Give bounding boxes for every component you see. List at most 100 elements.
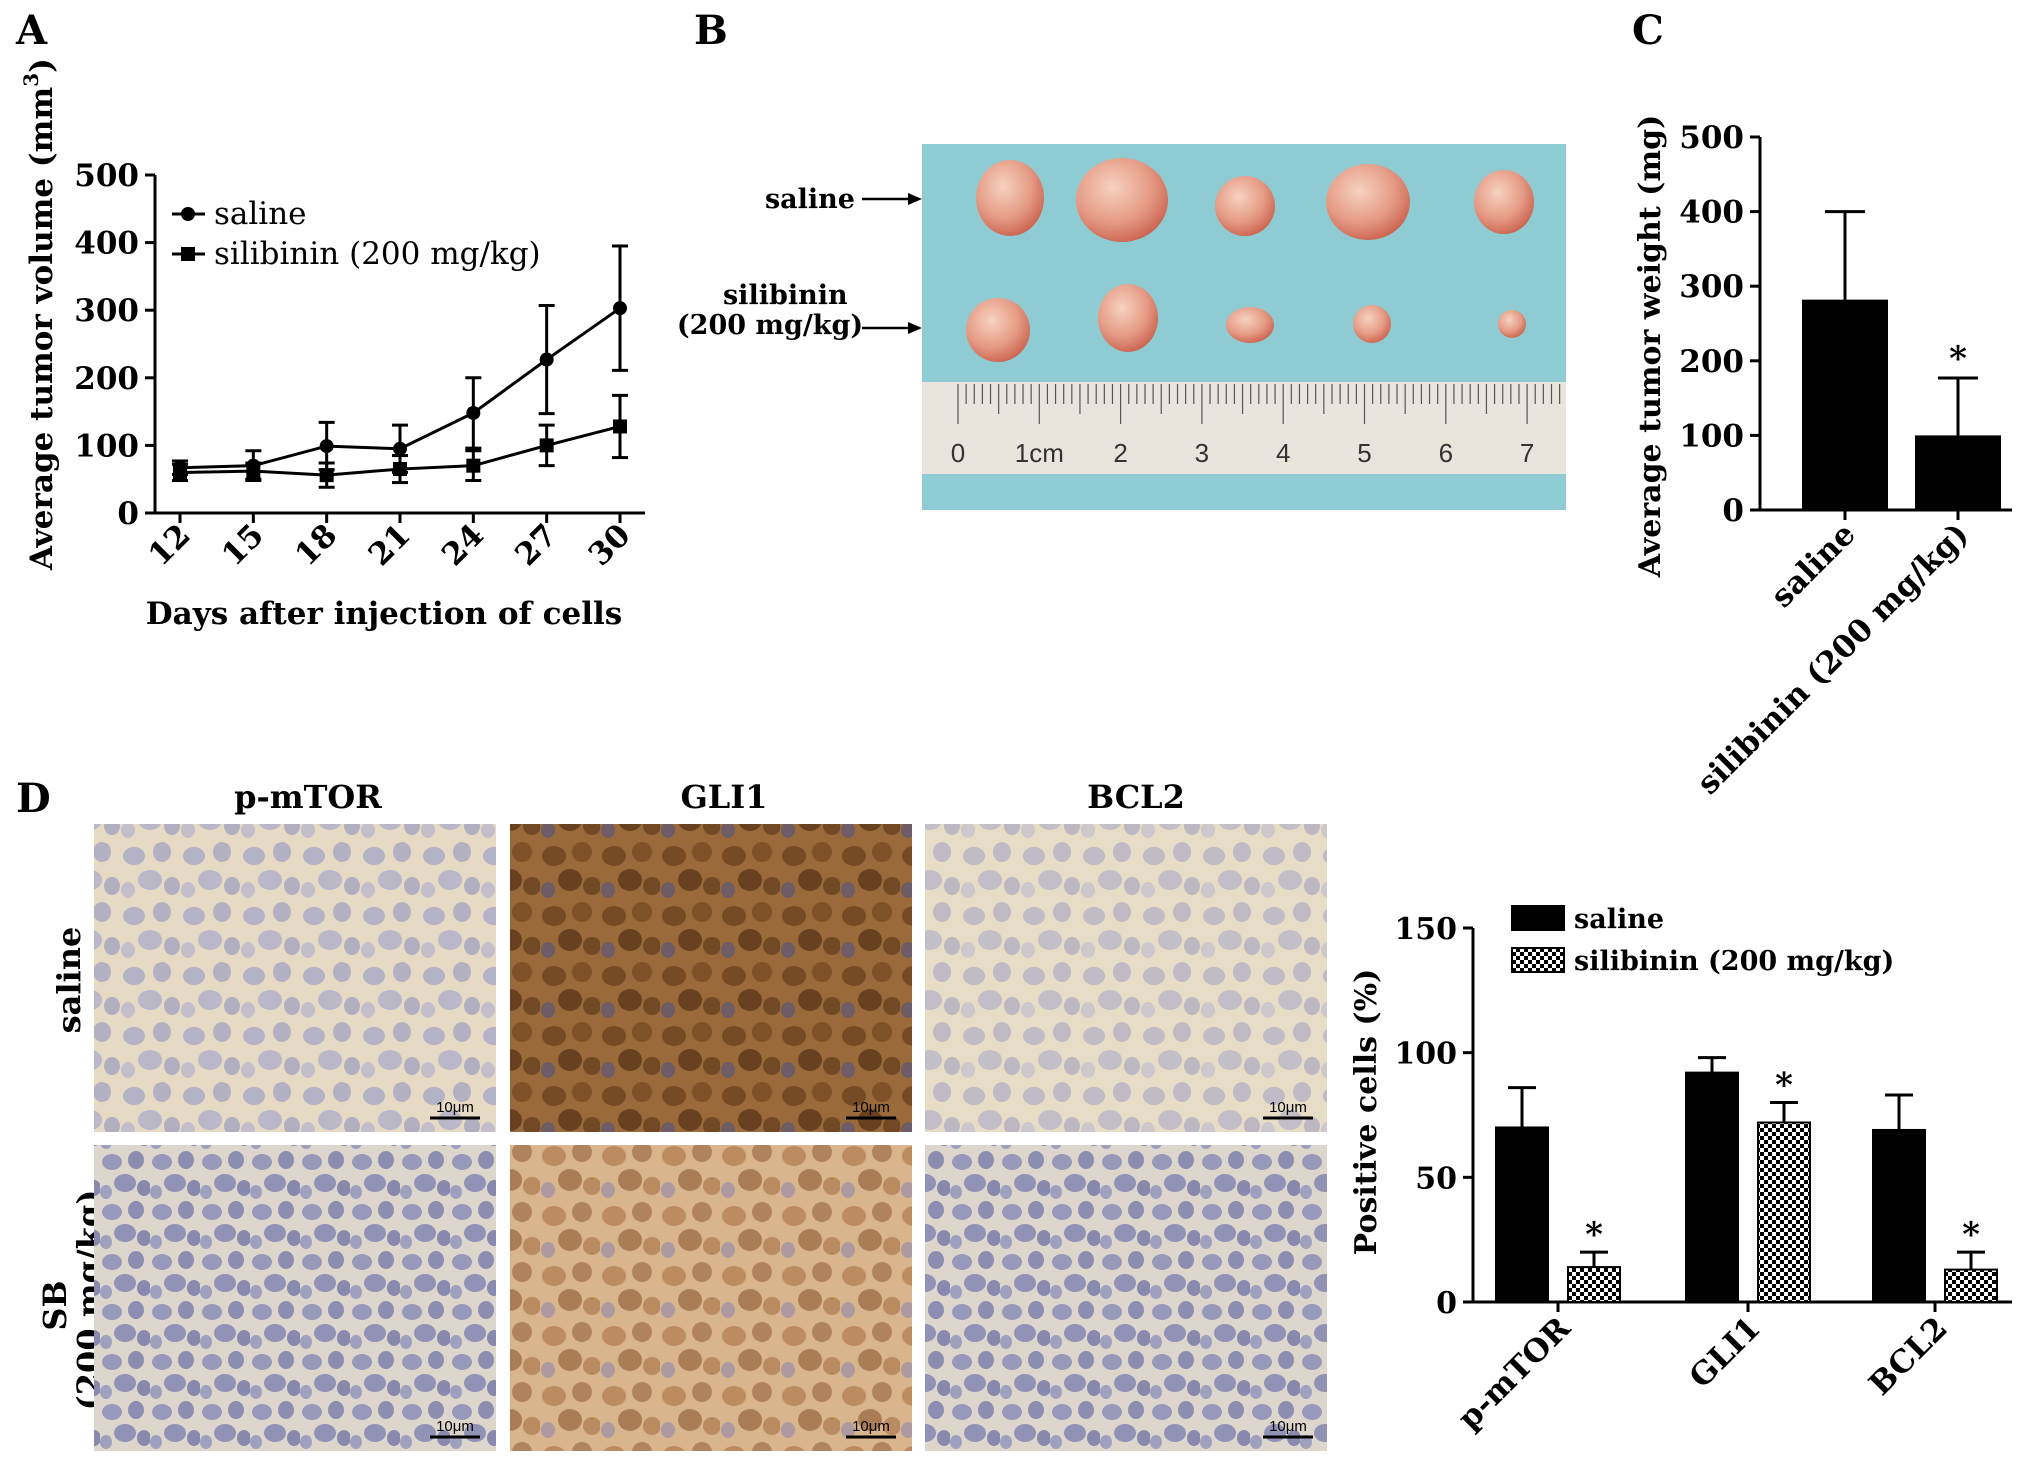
tumor-saline — [1076, 158, 1168, 242]
panel-c-y-axis-label: Average tumor weight (mg) — [1633, 115, 1668, 579]
saline-arrow-head — [908, 193, 922, 205]
panel-a-legend-marker-square — [181, 247, 195, 261]
panel-d-significance-star: * — [1585, 1215, 1603, 1255]
panel-d-significance-star: * — [1962, 1215, 1980, 1255]
panel-a-point-square — [613, 419, 627, 434]
panel-a-point-square — [173, 465, 187, 480]
stain-title-bcl2: BCL2 — [1087, 778, 1185, 816]
panel-c-bars: * — [1802, 210, 2001, 510]
panel-d-y-tick-label: 100 — [1394, 1037, 1457, 1072]
svg-text:10μm: 10μm — [436, 1099, 474, 1116]
panel-d-bar-silibinin — [1757, 1121, 1811, 1303]
tumor-silibinin — [1098, 284, 1158, 352]
scale-bar-5: 10μm — [846, 1418, 896, 1439]
photo-row-label-silibinin: silibinin (200 mg/kg) — [677, 280, 863, 341]
panel-c-significance-star: * — [1949, 339, 1967, 379]
panel-a-x-tick-label: 18 — [288, 517, 344, 573]
svg-text:10μm: 10μm — [852, 1099, 890, 1116]
scale-bar-6: 10μm — [1263, 1418, 1313, 1439]
panel-c-y-tick-label: 200 — [1679, 344, 1744, 380]
panel-a-x-tick-label: 21 — [362, 517, 418, 573]
tumor-silibinin — [1226, 307, 1274, 343]
panel-a-point-square — [466, 458, 481, 473]
panel-a-x-tick-label: 24 — [435, 517, 491, 573]
panel-d-bar-silibinin — [1567, 1266, 1621, 1304]
tumor-saline — [976, 160, 1044, 236]
panel-d-x-tick-label: BCL2 — [1862, 1310, 1955, 1403]
tumor-silibinin — [1498, 310, 1526, 338]
panel-letter-c: C — [1632, 7, 1664, 54]
panel-d-bar-saline — [1685, 1071, 1739, 1303]
micrograph-sb-p-mtor — [94, 1145, 496, 1451]
panel-d-y-axis-label: Positive cells (%) — [1349, 969, 1384, 1256]
panel-a-y-tick-label: 400 — [74, 226, 139, 262]
panel-a-y-axis-label: Average tumor volume (mm3) — [19, 58, 60, 571]
micrograph-row-label-saline: saline — [50, 927, 88, 1034]
panel-d-y-tick-label: 50 — [1415, 1161, 1457, 1196]
panel-a-legend-label: silibinin (200 mg/kg) — [214, 236, 541, 272]
panel-a-point-square — [319, 468, 334, 483]
panel-a-x-tick-label: 12 — [142, 517, 198, 573]
ruler-label: 1cm — [1015, 438, 1064, 468]
panel-a-x-ticks: 12 15 18 21 24 27 30 — [142, 513, 638, 573]
tumor-saline — [1326, 164, 1410, 240]
panel-c-bar — [1802, 299, 1888, 510]
panel-a-series — [172, 244, 628, 489]
micrograph-saline-bcl2 — [925, 824, 1327, 1132]
panel-d-x-ticks: p-mTOR GLI1 BCL2 — [1451, 1302, 1955, 1437]
panel-a-y-ticks: 0 100 200 300 400 500 — [74, 158, 155, 532]
panel-c-bar — [1915, 435, 2001, 510]
panel-letter-b: B — [694, 7, 728, 54]
panel-a-y-tick-label: 200 — [74, 361, 139, 397]
panel-d-axes — [1471, 928, 2012, 1304]
panel-a-point-square — [539, 438, 554, 453]
photo-row-label-saline: saline — [765, 184, 855, 215]
micrograph-sb-gli1 — [510, 1145, 912, 1451]
panel-b-tumor-photo: 0 1cm 2 3 4 5 6 7 saline silibinin (200 mg/kg) — [677, 144, 1566, 510]
panel-d-bar-silibinin — [1944, 1268, 1998, 1304]
panel-a-tumor-volume-chart: 0 100 200 300 400 500 12 15 18 21 24 27 30 saline si… — [19, 58, 645, 632]
scale-bar-1: 10μm — [430, 1099, 480, 1120]
tumor-saline — [1474, 170, 1534, 234]
panel-c-y-tick-label: 400 — [1679, 195, 1744, 231]
panel-d-y-tick-label: 0 — [1436, 1286, 1457, 1321]
panel-d-x-tick-label: p-mTOR — [1451, 1310, 1578, 1437]
panel-a-x-tick-label: 15 — [215, 517, 271, 573]
panel-a-y-tick-label: 0 — [117, 496, 139, 532]
panel-d-legend-swatch-saline — [1511, 905, 1565, 931]
scale-bar-2: 10μm — [846, 1099, 896, 1120]
panel-a-y-tick-label: 100 — [74, 428, 139, 464]
tumor-silibinin — [966, 298, 1030, 362]
panel-a-point-circle — [319, 439, 334, 454]
panel-d-positive-cells-chart: 0 50 100 150 * * * p-mTOR GLI1 BCL2 saline silib… — [1349, 904, 2012, 1437]
panel-d-significance-star: * — [1775, 1066, 1793, 1106]
panel-a-point-square — [246, 464, 261, 479]
panel-a-point-square — [393, 462, 407, 477]
ruler-label: 6 — [1439, 438, 1453, 468]
svg-text:10μm: 10μm — [852, 1418, 890, 1435]
ruler — [922, 382, 1566, 474]
stain-title-gli1: GLI1 — [680, 778, 767, 816]
panel-a-point-circle — [393, 441, 407, 456]
scale-bar-3: 10μm — [1263, 1099, 1313, 1120]
panel-c-y-tick-label: 500 — [1679, 120, 1744, 156]
panel-a-legend-marker-circle — [181, 207, 195, 221]
panel-c-x-tick-label: saline — [1764, 516, 1863, 615]
ruler-label: 3 — [1195, 438, 1209, 468]
silibinin-arrow-head — [908, 322, 922, 334]
panel-d-legend-label: saline — [1574, 904, 1664, 935]
panel-d-bars: * * * — [1495, 1056, 1998, 1304]
panel-d-legend-label: silibinin (200 mg/kg) — [1574, 946, 1894, 977]
panel-c-y-ticks: 0 100 200 300 400 500 — [1679, 120, 1760, 529]
panel-a-y-tick-label: 500 — [74, 158, 139, 194]
ruler-label: 0 — [951, 438, 965, 468]
panel-d-bar-saline — [1872, 1128, 1926, 1303]
panel-a-x-tick-label: 30 — [582, 517, 638, 573]
tumor-silibinin — [1353, 305, 1391, 343]
panel-a-point-circle — [613, 301, 627, 316]
tumor-saline — [1215, 176, 1275, 236]
ruler-ticks — [957, 384, 1561, 424]
